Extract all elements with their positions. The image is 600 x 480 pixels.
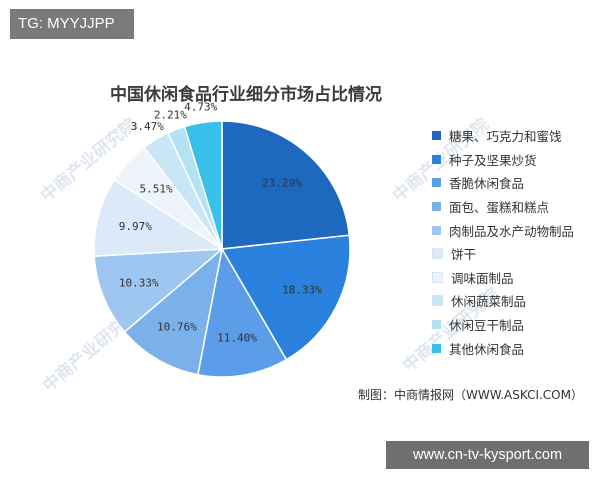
slice-label: 10.33% — [119, 276, 159, 289]
pie-slice — [183, 120, 223, 250]
legend-label: 种子及坚果炒货 — [449, 152, 537, 168]
legend-label: 面包、蛋糕和糕点 — [449, 200, 550, 216]
legend-swatch — [432, 295, 443, 307]
slice-label: 10.76% — [157, 320, 197, 333]
slice-label: 5.51% — [139, 182, 172, 195]
legend-swatch — [432, 225, 441, 235]
legend-swatch — [432, 202, 441, 212]
legend-item: 种子及坚果炒货 — [432, 148, 574, 172]
legend-swatch — [432, 343, 441, 353]
slice-label: 9.97% — [119, 220, 152, 233]
slice-label: 23.29% — [262, 176, 302, 189]
pie-slice — [220, 234, 351, 361]
site-badge: www.cn-tv-kysport.com — [386, 441, 589, 469]
legend-swatch — [432, 320, 441, 330]
legend-item: 饼干 — [432, 242, 574, 266]
pie-slice — [123, 247, 224, 376]
slice-label: 18.33% — [282, 283, 322, 296]
legend-item: 香脆休闲食品 — [432, 171, 574, 195]
legend-label: 香脆休闲食品 — [449, 176, 525, 192]
legend-item: 面包、蛋糕和糕点 — [432, 195, 574, 219]
legend-swatch — [432, 178, 441, 188]
legend-label: 休闲豆干制品 — [449, 318, 525, 334]
pie-slice — [221, 120, 351, 250]
legend-item: 糖果、巧克力和蜜饯 — [432, 124, 574, 148]
legend-label: 休闲蔬菜制品 — [451, 294, 527, 310]
slice-label: 3.47% — [131, 120, 164, 133]
legend-swatch — [432, 248, 443, 260]
pie-slice — [93, 248, 225, 334]
slice-label: 11.40% — [217, 331, 257, 344]
legend-item: 肉制品及水产动物制品 — [432, 218, 574, 242]
legend-label: 饼干 — [451, 247, 477, 263]
legend-item: 休闲蔬菜制品 — [432, 289, 574, 313]
legend-label: 其他休闲食品 — [449, 341, 525, 357]
legend-item: 休闲豆干制品 — [432, 313, 574, 337]
slice-label: 4.73% — [184, 101, 217, 114]
chart-source: 制图：中商情报网（WWW.ASKCI.COM） — [358, 388, 583, 402]
legend-swatch — [432, 131, 441, 141]
legend-label: 肉制品及水产动物制品 — [449, 223, 575, 239]
pie-slice — [93, 178, 225, 257]
legend-item: 其他休闲食品 — [432, 336, 574, 360]
legend-label: 糖果、巧克力和蜜饯 — [449, 129, 562, 145]
legend-label: 调味面制品 — [451, 270, 514, 286]
tg-badge: TG: MYYJJPP — [10, 9, 134, 39]
chart-title: 中国休闲食品行业细分市场占比情况 — [110, 85, 382, 105]
slice-label: 2.21% — [154, 109, 187, 122]
chart-legend: 糖果、巧克力和蜜饯 种子及坚果炒货 香脆休闲食品面包、蛋糕和糕点肉制品及水产动物制品… — [432, 124, 574, 360]
legend-swatch — [432, 154, 441, 164]
pie-slice — [196, 246, 288, 378]
legend-item: 调味面制品 — [432, 266, 574, 290]
legend-swatch — [432, 271, 443, 283]
